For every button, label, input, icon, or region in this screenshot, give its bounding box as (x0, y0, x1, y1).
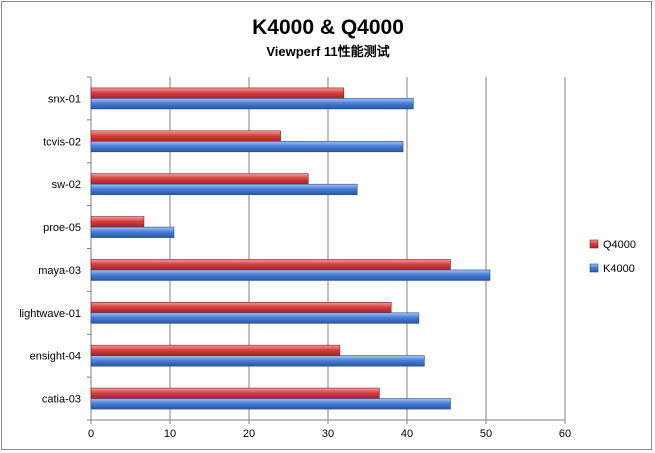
bar-k4000-maya-03 (90, 269, 491, 281)
legend-swatch-k4000 (589, 263, 599, 273)
bar-q4000-ensight-04 (90, 344, 341, 356)
bar-k4000-ensight-04 (90, 355, 425, 367)
axes (87, 76, 566, 424)
tick-labels: 0 10 20 30 40 50 60 (88, 428, 571, 440)
bar-k4000-lightwave-01 (90, 312, 420, 324)
x-tick-label: 10 (164, 428, 176, 440)
legend-label-k4000: K4000 (603, 263, 635, 275)
x-tick-label: 30 (322, 428, 334, 440)
category-label: ensight-04 (30, 351, 81, 363)
category-label: proe-05 (43, 222, 81, 234)
bar-q4000-maya-03 (90, 259, 451, 271)
x-tick-label: 50 (480, 428, 492, 440)
gridlines (169, 77, 566, 420)
category-label: catia-03 (42, 394, 81, 406)
x-tick-label: 0 (88, 428, 94, 440)
bar-k4000-snx-01 (90, 98, 414, 110)
x-tick-label: 20 (243, 428, 255, 440)
bar-q4000-tcvis-02 (90, 130, 281, 142)
category-labels: snx-01 tcvis-02 sw-02 proe-05 maya-03 lightwa… (19, 93, 81, 405)
bar-q4000-catia-03 (90, 387, 380, 399)
legend: Q4000 K4000 (589, 239, 636, 275)
bar-q4000-sw-02 (90, 173, 309, 185)
bar-k4000-sw-02 (90, 183, 358, 195)
x-tick-label: 40 (401, 428, 413, 440)
legend-label-q4000: Q4000 (603, 239, 636, 251)
category-label: sw-02 (52, 179, 81, 191)
bar-k4000-proe-05 (90, 226, 175, 238)
bar-k4000-catia-03 (90, 398, 451, 410)
bars (90, 87, 491, 410)
category-label: maya-03 (38, 265, 81, 277)
category-label: lightwave-01 (19, 308, 81, 320)
bar-q4000-lightwave-01 (90, 302, 392, 314)
category-label: snx-01 (48, 93, 81, 105)
bar-q4000-snx-01 (90, 87, 345, 99)
bar-k4000-tcvis-02 (90, 141, 404, 153)
legend-swatch-q4000 (589, 239, 599, 249)
category-label: tcvis-02 (43, 136, 81, 148)
chart-subtitle: Viewperf 11性能测试 (266, 44, 389, 59)
x-tick-label: 60 (559, 428, 571, 440)
chart-title: K4000 & Q4000 (252, 16, 404, 39)
bar-q4000-proe-05 (90, 216, 145, 228)
